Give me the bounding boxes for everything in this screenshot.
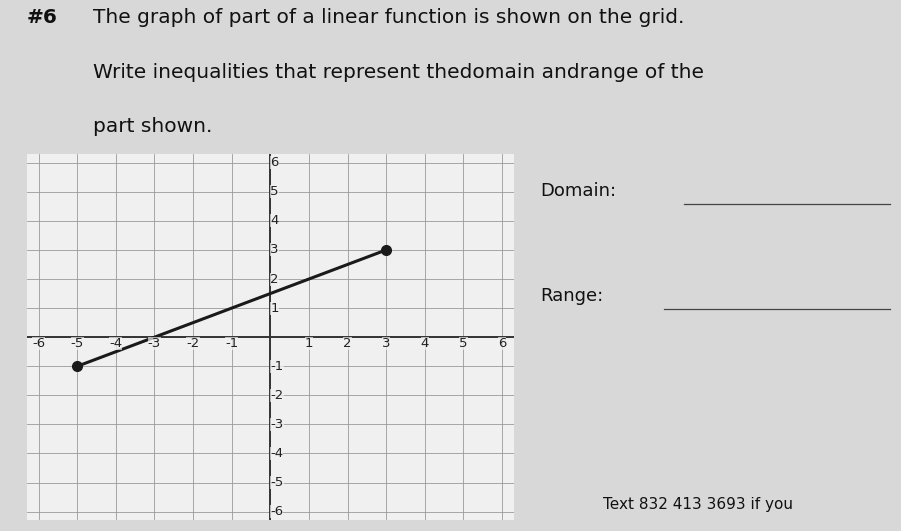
Text: 3: 3 xyxy=(270,243,278,256)
Text: 6: 6 xyxy=(270,156,278,169)
Text: 5: 5 xyxy=(460,337,468,350)
Text: 3: 3 xyxy=(382,337,390,350)
Text: 2: 2 xyxy=(343,337,351,350)
Text: -4: -4 xyxy=(109,337,123,350)
Text: 5: 5 xyxy=(270,185,278,198)
Text: 1: 1 xyxy=(305,337,314,350)
Text: Range:: Range: xyxy=(541,287,604,305)
Text: Domain:: Domain: xyxy=(541,182,616,200)
Text: -5: -5 xyxy=(270,476,284,489)
Text: -3: -3 xyxy=(270,418,284,431)
Text: part shown.: part shown. xyxy=(93,117,212,136)
Text: 6: 6 xyxy=(497,337,506,350)
Text: -4: -4 xyxy=(270,447,284,460)
Text: -6: -6 xyxy=(270,505,284,518)
Text: -3: -3 xyxy=(148,337,161,350)
Text: 2: 2 xyxy=(270,272,278,286)
Text: -2: -2 xyxy=(187,337,200,350)
Text: #6: #6 xyxy=(27,8,58,27)
Text: -6: -6 xyxy=(32,337,45,350)
Text: 4: 4 xyxy=(421,337,429,350)
Text: Write inequalities that represent thedomain andrange of the: Write inequalities that represent thedom… xyxy=(93,63,704,82)
Text: 1: 1 xyxy=(270,302,278,314)
Text: The graph of part of a linear function is shown on the grid.: The graph of part of a linear function i… xyxy=(93,8,684,27)
Text: -1: -1 xyxy=(225,337,238,350)
Text: 4: 4 xyxy=(270,215,278,227)
Text: Text 832 413 3693 if you: Text 832 413 3693 if you xyxy=(604,497,793,512)
Text: -1: -1 xyxy=(270,360,284,373)
Text: -2: -2 xyxy=(270,389,284,402)
Text: -5: -5 xyxy=(70,337,84,350)
